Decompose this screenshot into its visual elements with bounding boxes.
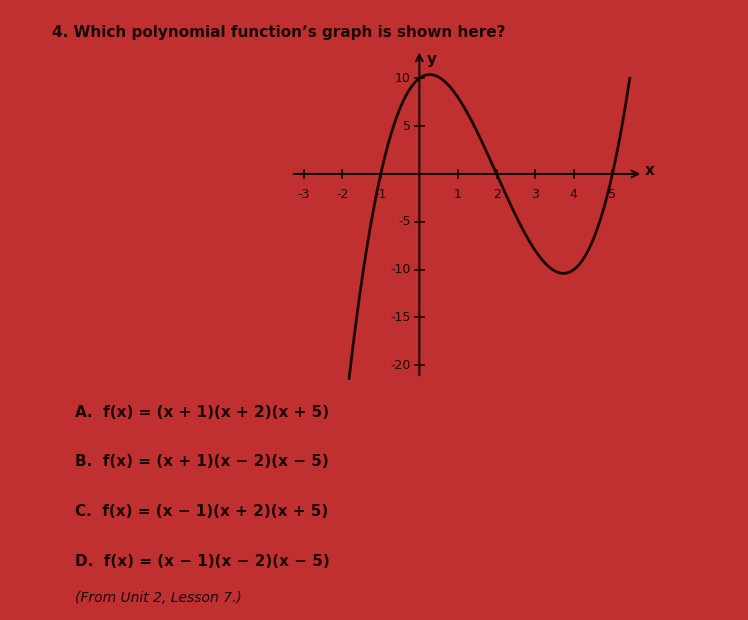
- Text: 10: 10: [395, 72, 411, 85]
- Text: A.  f(x) = (x + 1)(x + 2)(x + 5): A. f(x) = (x + 1)(x + 2)(x + 5): [75, 405, 329, 420]
- Text: -1: -1: [375, 188, 387, 202]
- Text: B.  f(x) = (x + 1)(x − 2)(x − 5): B. f(x) = (x + 1)(x − 2)(x − 5): [75, 454, 328, 469]
- Text: 3: 3: [531, 188, 539, 202]
- Text: (From Unit 2, Lesson 7.): (From Unit 2, Lesson 7.): [75, 590, 242, 604]
- Text: 1: 1: [454, 188, 462, 202]
- Text: -5: -5: [399, 215, 411, 228]
- Text: x: x: [646, 162, 655, 177]
- Text: -10: -10: [390, 263, 411, 276]
- Text: -20: -20: [390, 359, 411, 372]
- Text: 4: 4: [570, 188, 577, 202]
- Text: 5: 5: [608, 188, 616, 202]
- Text: -15: -15: [390, 311, 411, 324]
- Text: -2: -2: [336, 188, 349, 202]
- Text: y: y: [427, 53, 437, 68]
- Text: C.  f(x) = (x − 1)(x + 2)(x + 5): C. f(x) = (x − 1)(x + 2)(x + 5): [75, 504, 328, 519]
- Text: -3: -3: [298, 188, 310, 202]
- Text: 5: 5: [403, 120, 411, 133]
- Text: 2: 2: [493, 188, 500, 202]
- Text: D.  f(x) = (x − 1)(x − 2)(x − 5): D. f(x) = (x − 1)(x − 2)(x − 5): [75, 554, 330, 569]
- Text: 4. Which polynomial function’s graph is shown here?: 4. Which polynomial function’s graph is …: [52, 25, 506, 40]
